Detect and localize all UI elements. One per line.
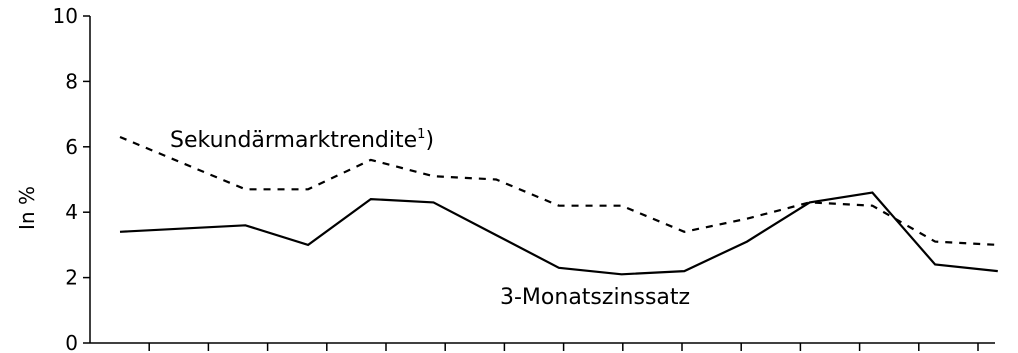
x-axis [90, 342, 995, 351]
y-axis: 0 2 4 6 8 10 [53, 4, 91, 353]
series-label-3-monatszinssatz: 3-Monatszinssatz [500, 285, 690, 310]
series-label-footnote: 1 [417, 127, 425, 142]
y-tick-label: 0 [65, 331, 78, 353]
y-axis-title: In % [15, 186, 39, 230]
y-tick-label: 6 [65, 135, 78, 159]
series-line-3-monatszinssatz [119, 191, 998, 276]
y-tick-label: 4 [65, 200, 78, 224]
series-label-sekundaermarktrendite: Sekundärmarktrendite1) [170, 127, 434, 153]
y-tick-label: 8 [65, 69, 78, 93]
series-label-suffix: ) [425, 128, 434, 153]
y-tick-label: 10 [53, 4, 78, 28]
series-layer [119, 135, 998, 276]
series-line-sekundaermarktrendite [119, 135, 998, 246]
series-label-sekundaermarktrendite-name: Sekundärmarktrendite [170, 128, 417, 153]
y-tick-label: 2 [65, 266, 78, 290]
